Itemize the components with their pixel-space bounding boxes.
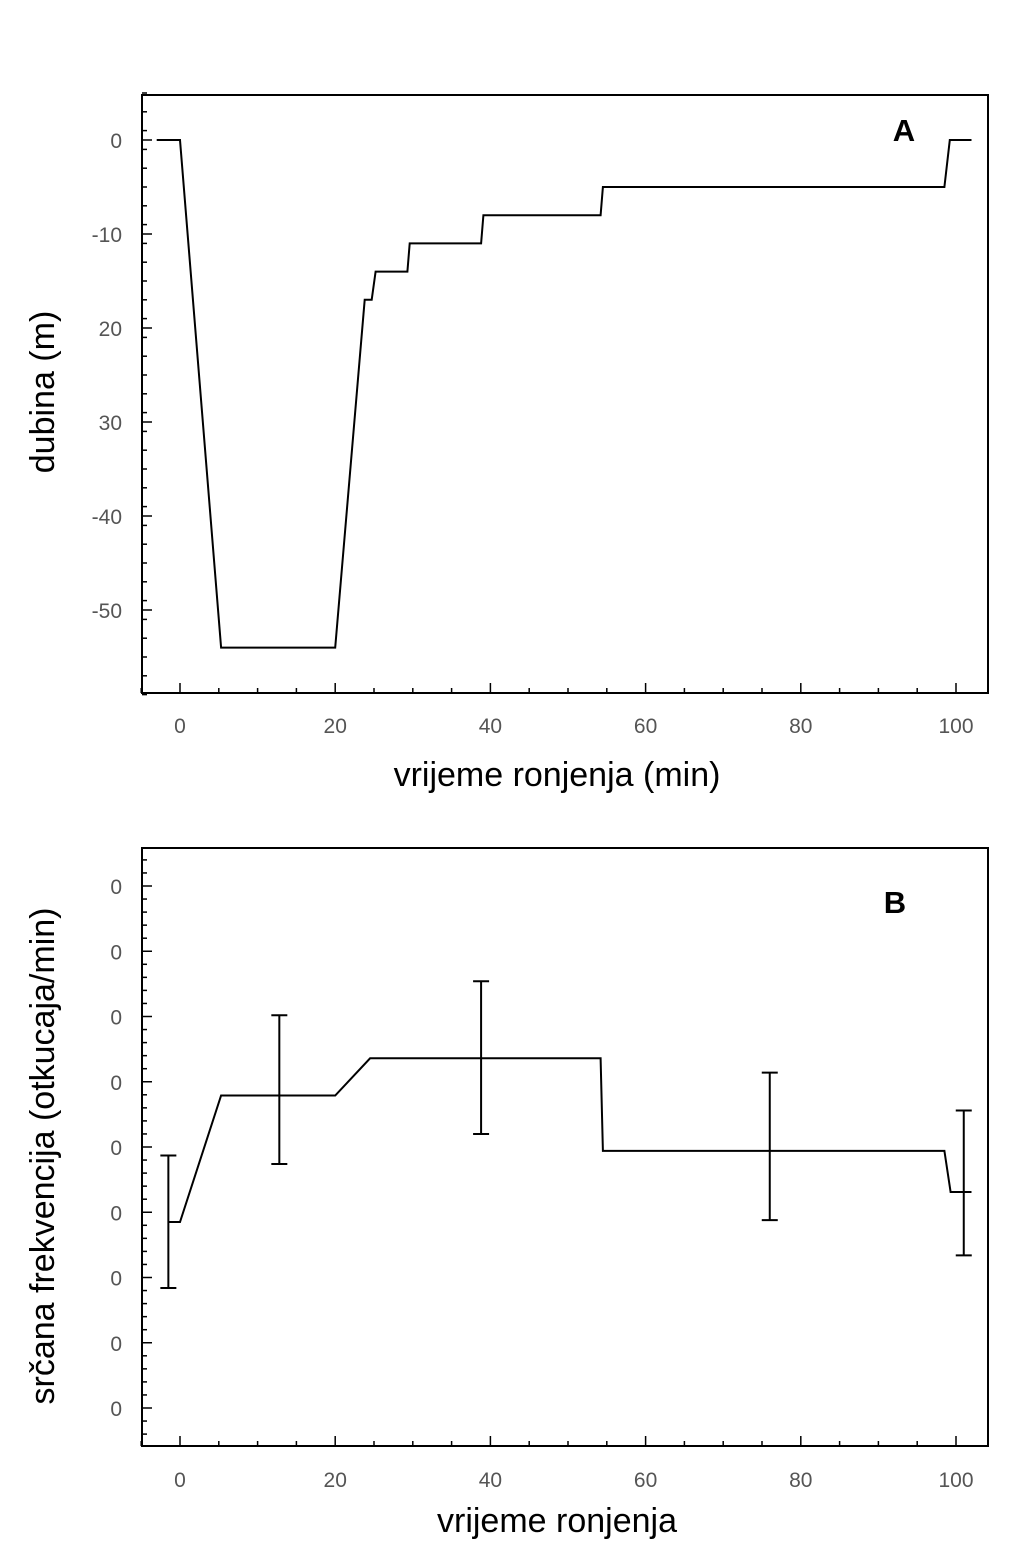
y-tick-label: 20: [99, 318, 122, 341]
panel-b-y-axis-title: srčana frekvencija (otkucaja/min): [24, 908, 62, 1405]
x-tick-label: 60: [634, 715, 657, 738]
y-tick-label: 0: [110, 1072, 122, 1095]
panel-a-plot-area: [156, 139, 972, 649]
panel-b-plot-frame: [141, 847, 989, 1447]
y-tick-label: -50: [92, 600, 122, 623]
panel-a: A 0 20 40 60 80 100 0 -10 20 30 -40 -50 vrijeme ro…: [24, 92, 989, 794]
y-tick-label: 0: [110, 1137, 122, 1160]
panel-a-x-axis-title: vrijeme ronjenja (min): [394, 756, 721, 794]
y-tick-label: 0: [110, 130, 122, 153]
panel-b-plot-area: [160, 980, 972, 1289]
y-tick-label: 0: [110, 941, 122, 964]
x-tick-label: 40: [479, 715, 502, 738]
y-tick-label: 30: [99, 412, 122, 435]
panel-b-x-axis-title: vrijeme ronjenja: [437, 1502, 677, 1540]
x-tick-label: 40: [479, 1469, 502, 1492]
y-tick-label: 0: [110, 1202, 122, 1225]
depth-profile-line: [156, 139, 972, 649]
y-tick-label: 0: [110, 1007, 122, 1030]
x-tick-label: 0: [174, 715, 186, 738]
panel-a-y-axis-title: dubina (m): [24, 311, 62, 474]
y-tick-label: 0: [110, 1333, 122, 1356]
x-tick-label: 60: [634, 1469, 657, 1492]
x-tick-label: 100: [938, 1469, 973, 1492]
y-tick-label: 0: [110, 876, 122, 899]
x-tick-label: 80: [789, 1469, 812, 1492]
y-tick-label: -40: [92, 506, 122, 529]
x-tick-label: 100: [938, 715, 973, 738]
panel-b-x-axis: 0 20 40 60 80 100: [140, 1436, 974, 1492]
y-tick-label: -10: [92, 224, 122, 247]
panel-b-label: B: [884, 885, 906, 920]
x-tick-label: 20: [324, 715, 347, 738]
x-tick-label: 80: [789, 715, 812, 738]
panel-a-plot-frame: [141, 94, 989, 694]
y-tick-label: 0: [110, 1268, 122, 1291]
x-tick-label: 0: [174, 1469, 186, 1492]
x-tick-label: 20: [324, 1469, 347, 1492]
heart-rate-line: [168, 1057, 972, 1223]
panel-a-y-axis: 0 -10 20 30 -40 -50: [92, 92, 152, 696]
panel-b-y-axis: 0 0 0 0 0 0 0 0 0: [110, 859, 152, 1435]
panel-a-label: A: [893, 113, 915, 148]
panel-a-x-axis: 0 20 40 60 80 100: [140, 683, 974, 738]
y-tick-label: 0: [110, 1398, 122, 1421]
panel-b: B 0 20 40 60 80 100 0 0 0 0 0 0 0 0 0 vrijeme ronjenj…: [24, 847, 989, 1540]
